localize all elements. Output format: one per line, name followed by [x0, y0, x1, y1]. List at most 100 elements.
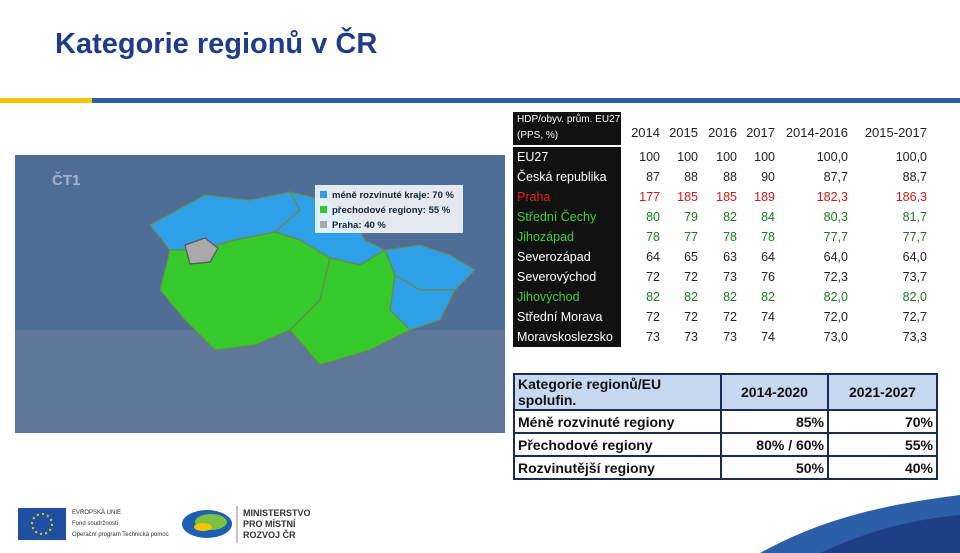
- number-cell: 82,0: [902, 290, 927, 304]
- eu-text: EVROPSKÁ UNIE: [72, 509, 121, 516]
- legend-text: méně rozvinuté kraje: 70 %: [332, 190, 455, 201]
- number-cell: 185: [677, 190, 698, 204]
- number-cell: 90: [761, 170, 775, 184]
- number-cell: 100: [754, 150, 775, 164]
- number-cell: 64,0: [823, 250, 848, 264]
- tv-logo: ČT1: [52, 171, 80, 189]
- number-cell: 73,7: [902, 270, 927, 284]
- legend-text: Praha: 40 %: [332, 220, 386, 231]
- accent-line: [92, 98, 960, 103]
- number-cell: 81,7: [902, 210, 927, 224]
- number-cell: 64: [646, 250, 660, 264]
- corner-swoosh: [820, 515, 960, 553]
- region-name: Moravskoslezsko: [513, 327, 621, 347]
- region-name: Jihovýchod: [513, 287, 621, 307]
- ministry-text: ROZVOJ ČR: [243, 529, 296, 540]
- number-cell: 64,0: [902, 250, 927, 264]
- region-name: Střední Čechy: [513, 207, 621, 227]
- map: [149, 191, 476, 366]
- number-cell: 76: [761, 270, 775, 284]
- number-cell: 73,3: [902, 330, 927, 344]
- number-cell: 72: [646, 270, 660, 284]
- number-cell: 77,7: [902, 230, 927, 244]
- header-cell: 2016: [708, 125, 737, 140]
- eu-stars: [31, 513, 53, 535]
- number-cell: 82,0: [823, 290, 848, 304]
- number-cell: 82: [723, 290, 737, 304]
- legend-swatch: [320, 206, 327, 213]
- number-cell: 84: [761, 210, 775, 224]
- eu-flag: [18, 508, 66, 540]
- number-cell: 72,0: [823, 310, 848, 324]
- table-cell: 55%: [827, 432, 938, 457]
- table-cell: Kategorie regionů/EU spolufin.: [513, 373, 722, 411]
- eu-text: Operační program Technická pomoc: [72, 532, 169, 538]
- number-cell: 186,3: [895, 190, 927, 204]
- region-prague: [184, 237, 219, 265]
- number-cell: 100,0: [816, 150, 848, 164]
- table-row: Rozvinutější regiony 50% 40%: [513, 455, 938, 480]
- number-cell: 72,7: [902, 310, 927, 324]
- header-cell: 2015: [669, 125, 698, 140]
- table-cell: 2014-2020: [720, 373, 829, 411]
- table-cell: Méně rozvinuté regiony: [513, 409, 722, 434]
- number-cell: 73: [646, 330, 660, 344]
- region-name: Severovýchod: [513, 267, 621, 287]
- number-cell: 77,7: [823, 230, 848, 244]
- accent-line: [0, 98, 92, 103]
- map-legend-box: [315, 185, 463, 233]
- region-name: Jihozápad: [513, 227, 621, 247]
- number-cell: 88: [684, 170, 698, 184]
- number-cell: 87,7: [823, 170, 848, 184]
- table-row: Přechodové regiony 80% / 60% 55%: [513, 432, 938, 457]
- number-cell: 80: [646, 210, 660, 224]
- number-cell: 72,3: [823, 270, 848, 284]
- header-cell: 2014: [631, 125, 660, 140]
- table-cell: 2021-2027: [827, 373, 938, 411]
- number-cell: 74: [761, 310, 775, 324]
- number-cell: 63: [723, 250, 737, 264]
- number-cell: 82: [646, 290, 660, 304]
- number-cell: 82: [684, 290, 698, 304]
- table-row: Kategorie regionů/EU spolufin. 2014-2020 2…: [513, 373, 938, 411]
- legend-swatch: [320, 191, 327, 198]
- header-cell: 2014-2016: [785, 125, 848, 140]
- number-cell: 88: [723, 170, 737, 184]
- number-cell: 100: [639, 150, 660, 164]
- ministry-text: PRO MÍSTNÍ: [243, 519, 296, 529]
- number-cell: 100: [677, 150, 698, 164]
- number-cell: 73,0: [823, 330, 848, 344]
- number-cell: 185: [716, 190, 737, 204]
- number-cell: 189: [754, 190, 775, 204]
- number-cell: 177: [639, 190, 660, 204]
- number-cell: 64: [761, 250, 775, 264]
- map-background: [15, 330, 505, 433]
- table-cell: 80% / 60%: [720, 432, 829, 457]
- number-cell: 182,3: [816, 190, 848, 204]
- table-cell: 70%: [827, 409, 938, 434]
- number-cell: 72: [684, 270, 698, 284]
- eu-text: Fond soudržnosti: [72, 521, 118, 527]
- number-cell: 72: [684, 310, 698, 324]
- table-cell: 40%: [827, 455, 938, 480]
- number-cell: 77: [684, 230, 698, 244]
- region-green: [289, 249, 412, 366]
- table-cell: 50%: [720, 455, 829, 480]
- header-cell: HDP/obyv. prům. EU27 (PPS, %): [513, 112, 621, 145]
- number-cell: 88,7: [902, 170, 927, 184]
- table-row: Méně rozvinuté regiony 85% 70%: [513, 409, 938, 434]
- table2: Kategorie regionů/EU spolufin. 2014-2020 2…: [513, 373, 938, 480]
- number-cell: 73: [684, 330, 698, 344]
- header-cell: 2015-2017: [864, 125, 927, 140]
- number-cell: 100,0: [895, 150, 927, 164]
- ministry-logo: [194, 523, 212, 531]
- table-cell: 85%: [720, 409, 829, 434]
- table-cell: Přechodové regiony: [513, 432, 722, 457]
- slide-title: Kategorie regionů v ČR: [55, 28, 378, 60]
- region-name: Praha: [513, 187, 621, 207]
- number-cell: 65: [684, 250, 698, 264]
- table-cell: Rozvinutější regiony: [513, 455, 722, 480]
- number-cell: 73: [723, 330, 737, 344]
